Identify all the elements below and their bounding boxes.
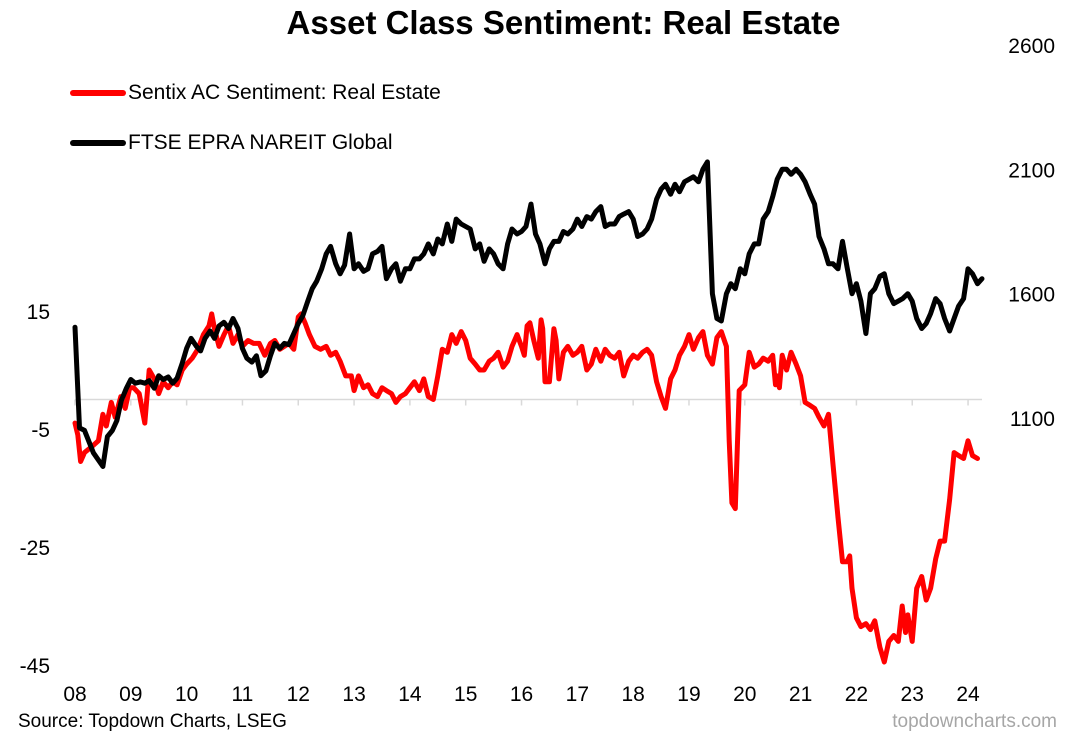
right-tick-label: 2100 — [1008, 159, 1055, 182]
x-axis-tick-marks — [74, 399, 969, 406]
left-axis: 15 -5 -25 -45 — [20, 301, 50, 678]
source-note: Source: Topdown Charts, LSEG — [18, 711, 287, 732]
left-tick-label: -25 — [20, 537, 50, 560]
x-tick-label: 22 — [845, 683, 868, 706]
x-tick-label: 12 — [287, 683, 310, 706]
legend-label-nareit: FTSE EPRA NAREIT Global — [128, 131, 393, 154]
right-axis: 2600 2100 1600 1100 — [1008, 35, 1055, 431]
legend-swatch-nareit — [70, 140, 126, 146]
left-tick-label: -45 — [20, 655, 50, 678]
right-tick-label: 1100 — [1010, 408, 1055, 431]
x-tick-label: 08 — [63, 683, 86, 706]
legend-item-sentiment: Sentix AC Sentiment: Real Estate — [70, 78, 441, 108]
legend-swatch-sentiment — [70, 90, 126, 96]
left-tick-label: -5 — [31, 419, 50, 442]
right-tick-label: 2600 — [1008, 35, 1055, 58]
series-line-nareit — [72, 159, 985, 469]
x-tick-label: 18 — [621, 683, 644, 706]
x-tick-label: 16 — [510, 683, 533, 706]
legend-label-sentiment: Sentix AC Sentiment: Real Estate — [128, 81, 441, 104]
x-tick-label: 17 — [566, 683, 589, 706]
x-tick-label: 23 — [901, 683, 924, 706]
chart-title: Asset Class Sentiment: Real Estate — [286, 4, 841, 41]
x-tick-label: 20 — [733, 683, 756, 706]
left-tick-label: 15 — [27, 301, 50, 324]
series-line-sentiment — [72, 311, 980, 665]
x-tick-label: 14 — [398, 683, 422, 706]
right-tick-label: 1600 — [1008, 284, 1055, 307]
watermark: topdowncharts.com — [892, 711, 1057, 732]
x-tick-label: 24 — [956, 683, 980, 706]
x-tick-label: 09 — [119, 683, 142, 706]
x-tick-label: 15 — [454, 683, 477, 706]
x-tick-label: 13 — [342, 683, 365, 706]
x-tick-label: 11 — [232, 683, 254, 706]
series-layer — [72, 159, 985, 665]
x-tick-label: 19 — [677, 683, 700, 706]
x-tick-label: 10 — [175, 683, 198, 706]
x-axis: 08 09 10 11 12 13 14 15 16 17 18 19 20 21 22 23 24 — [63, 683, 980, 706]
x-tick-label: 21 — [789, 683, 812, 706]
legend-item-nareit: FTSE EPRA NAREIT Global — [70, 128, 393, 158]
